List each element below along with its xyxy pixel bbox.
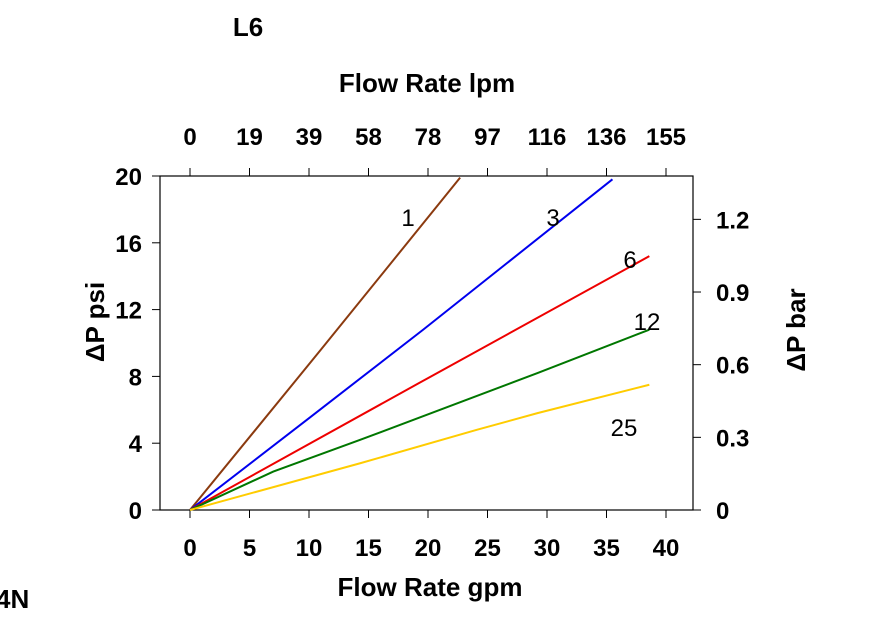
series-label-6: 6 (623, 247, 636, 274)
x-tick-label: 15 (355, 535, 382, 562)
series-label-1: 1 (401, 205, 414, 232)
x2-tick-label: 97 (474, 124, 501, 151)
x-tick-label: 30 (534, 535, 561, 562)
series-line-1 (189, 177, 461, 511)
bottom-axis-label: Flow Rate gpm (338, 572, 523, 602)
y2-tick-label: 1.2 (716, 207, 749, 234)
x2-tick-label: 78 (415, 124, 442, 151)
series-line-25 (189, 383, 650, 511)
series-line-6 (189, 255, 650, 511)
y-tick-label: 8 (129, 364, 142, 391)
y2-tick-label: 0.3 (716, 425, 749, 452)
left-axis-label: ΔP psi (80, 282, 110, 362)
x2-tick-label: 136 (586, 124, 626, 151)
x-tick-label: 20 (415, 535, 442, 562)
y-tick-label: 16 (115, 231, 142, 258)
x-tick-label: 25 (474, 535, 501, 562)
x2-tick-label: 39 (296, 124, 323, 151)
y-tick-label: 12 (115, 298, 142, 325)
x-tick-label: 40 (653, 535, 680, 562)
x2-tick-label: 19 (236, 124, 263, 151)
series-label-12: 12 (634, 309, 661, 336)
series-line-3 (189, 178, 614, 511)
y2-tick-label: 0.9 (716, 280, 749, 307)
right-axis-label: ΔP bar (781, 288, 811, 371)
chart-title: L6 (233, 12, 263, 42)
top-axis-label: Flow Rate lpm (339, 68, 515, 98)
plot-frame (159, 175, 694, 511)
x2-tick-label: 116 (528, 124, 567, 151)
x2-tick-label: 0 (183, 124, 196, 151)
x-tick-label: 5 (243, 535, 256, 562)
y-tick-label: 0 (129, 498, 142, 525)
y-tick-label: 20 (115, 164, 142, 191)
y2-tick-label: 0.6 (716, 353, 749, 380)
series-line-12 (189, 328, 650, 511)
x-tick-label: 35 (593, 535, 620, 562)
corner-label: 4N (0, 584, 29, 614)
y2-tick-label: 0 (716, 498, 729, 525)
y-tick-label: 4 (129, 431, 143, 458)
series-label-25: 25 (611, 415, 638, 442)
series-label-3: 3 (546, 205, 559, 232)
x2-tick-label: 155 (646, 124, 686, 151)
x-tick-label: 0 (183, 535, 196, 562)
x-tick-label: 10 (296, 535, 323, 562)
x2-tick-label: 58 (355, 124, 382, 151)
